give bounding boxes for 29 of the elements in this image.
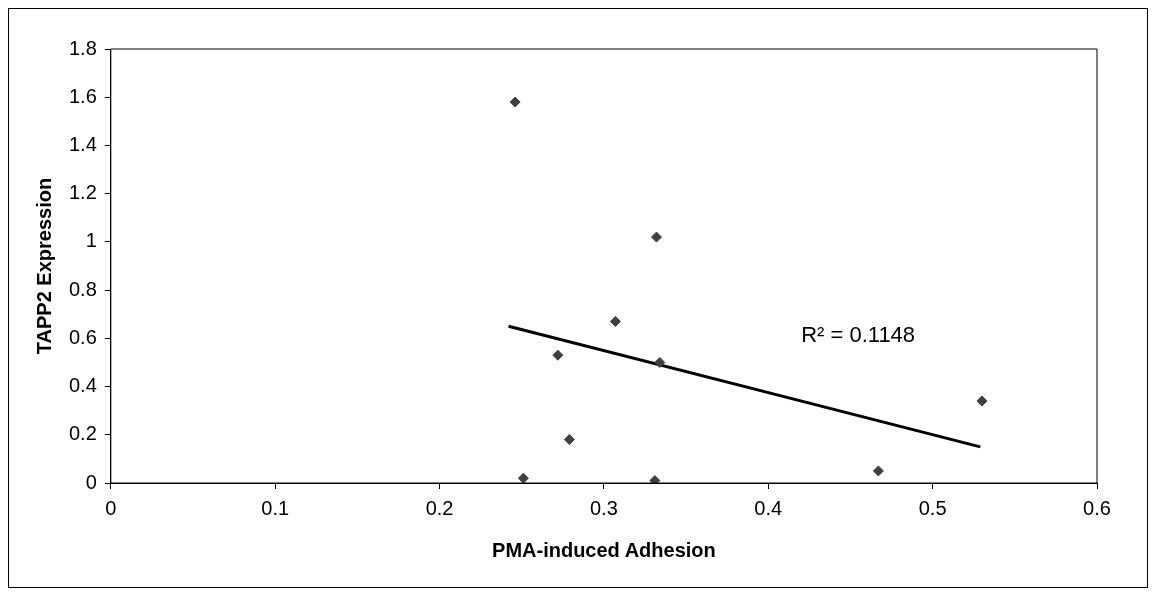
x-tick-label: 0.4 <box>754 496 783 519</box>
y-axis-title: TAPP2 Expression <box>32 177 55 355</box>
y-tick-label: 1.6 <box>68 84 97 107</box>
y-tick-label: 1.8 <box>68 36 97 59</box>
x-tick-label: 0.1 <box>261 496 290 519</box>
annotation: R² = 0.1148 <box>801 321 916 347</box>
y-tick-label: 1 <box>85 229 97 252</box>
point <box>509 96 521 108</box>
point <box>552 349 564 361</box>
y-tick-label: 0.4 <box>68 374 97 397</box>
y-tick-label: 0.8 <box>68 277 97 300</box>
point <box>609 315 621 327</box>
x-axis-title: PMA-induced Adhesion <box>492 538 716 561</box>
y-tick-label: 0 <box>85 470 97 493</box>
y-tick-label: 1.2 <box>68 181 97 204</box>
x-tick-label: 0.3 <box>590 496 618 519</box>
point <box>976 395 988 407</box>
point <box>872 465 884 477</box>
x-tick-label: 0.2 <box>425 496 454 519</box>
point <box>563 434 575 446</box>
x-tick-label: 0.6 <box>1083 496 1111 519</box>
point <box>651 231 662 243</box>
point <box>517 472 529 483</box>
y-tick-label: 0.6 <box>68 325 97 348</box>
x-tick-label: 0.5 <box>918 496 947 519</box>
y-tick-label: 0.2 <box>68 422 97 445</box>
point <box>654 356 666 368</box>
x-tick-label: 0 <box>105 496 117 519</box>
y-tick-label: 1.4 <box>68 132 97 155</box>
